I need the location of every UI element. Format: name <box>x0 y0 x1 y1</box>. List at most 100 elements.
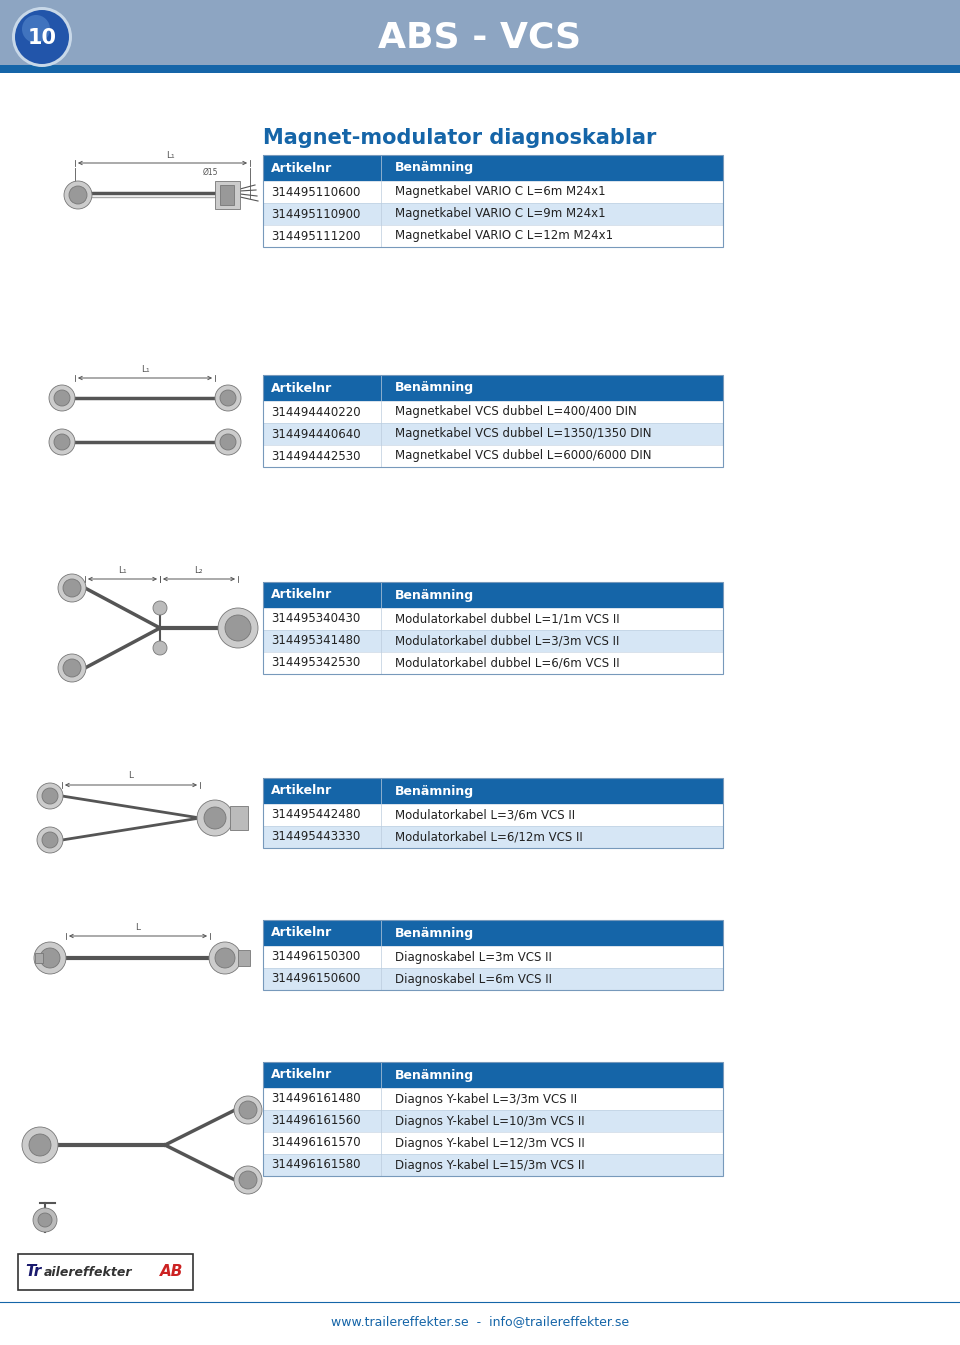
Circle shape <box>220 434 236 451</box>
Text: Magnet-modulator diagnoskablar: Magnet-modulator diagnoskablar <box>263 128 657 148</box>
Text: 314495442480: 314495442480 <box>271 808 361 822</box>
Bar <box>263 920 723 946</box>
Circle shape <box>58 574 86 603</box>
Text: Benämning: Benämning <box>395 927 474 940</box>
Text: Benämning: Benämning <box>395 161 474 175</box>
Bar <box>0 0 960 73</box>
Text: 314496161580: 314496161580 <box>271 1158 361 1171</box>
Circle shape <box>220 390 236 406</box>
Text: Magnetkabel VARIO C L=6m M24x1: Magnetkabel VARIO C L=6m M24x1 <box>395 186 606 199</box>
Text: Diagnos Y-kabel L=3/3m VCS II: Diagnos Y-kabel L=3/3m VCS II <box>395 1092 577 1106</box>
Circle shape <box>239 1102 257 1119</box>
Text: 314495340430: 314495340430 <box>271 612 360 625</box>
Circle shape <box>204 807 226 829</box>
Text: Artikelnr: Artikelnr <box>271 382 332 394</box>
Bar <box>238 950 250 966</box>
Text: Modulatorkabel dubbel L=1/1m VCS II: Modulatorkabel dubbel L=1/1m VCS II <box>395 612 619 625</box>
Circle shape <box>12 7 72 67</box>
Bar <box>263 946 723 968</box>
Text: 314496161480: 314496161480 <box>271 1092 361 1106</box>
Bar <box>263 1110 723 1132</box>
Circle shape <box>22 15 50 43</box>
Text: L₁: L₁ <box>141 364 150 374</box>
Text: L₁: L₁ <box>118 566 127 576</box>
Text: 314496161560: 314496161560 <box>271 1115 361 1127</box>
Text: Magnetkabel VARIO C L=12m M24x1: Magnetkabel VARIO C L=12m M24x1 <box>395 230 613 242</box>
Bar <box>263 1063 723 1088</box>
Text: 314495110600: 314495110600 <box>271 186 360 199</box>
Circle shape <box>54 390 70 406</box>
Text: Benämning: Benämning <box>395 382 474 394</box>
Text: 314495443330: 314495443330 <box>271 830 360 843</box>
Text: Magnetkabel VCS dubbel L=6000/6000 DIN: Magnetkabel VCS dubbel L=6000/6000 DIN <box>395 449 652 463</box>
Circle shape <box>234 1096 262 1124</box>
Bar <box>263 1088 723 1110</box>
Bar <box>263 1063 723 1176</box>
Text: 10: 10 <box>28 28 57 48</box>
Text: Magnetkabel VARIO C L=9m M24x1: Magnetkabel VARIO C L=9m M24x1 <box>395 207 606 221</box>
Text: Artikelnr: Artikelnr <box>271 784 332 798</box>
Circle shape <box>42 788 58 804</box>
Bar <box>35 954 43 963</box>
Circle shape <box>40 948 60 968</box>
Circle shape <box>64 182 92 208</box>
Text: Diagnos Y-kabel L=10/3m VCS II: Diagnos Y-kabel L=10/3m VCS II <box>395 1115 585 1127</box>
Text: Artikelnr: Artikelnr <box>271 161 332 175</box>
Circle shape <box>218 608 258 648</box>
Circle shape <box>22 1127 58 1163</box>
Circle shape <box>37 783 63 808</box>
Text: 314495110900: 314495110900 <box>271 207 360 221</box>
Bar <box>263 155 723 182</box>
Text: Modulatorkabel dubbel L=6/6m VCS II: Modulatorkabel dubbel L=6/6m VCS II <box>395 656 619 670</box>
Circle shape <box>69 186 87 204</box>
Bar <box>263 445 723 467</box>
Bar <box>0 65 960 73</box>
Text: Benämning: Benämning <box>395 784 474 798</box>
Text: 314495341480: 314495341480 <box>271 635 360 647</box>
Text: Modulatorkabel dubbel L=3/3m VCS II: Modulatorkabel dubbel L=3/3m VCS II <box>395 635 619 647</box>
Circle shape <box>58 654 86 682</box>
Bar <box>263 968 723 990</box>
Circle shape <box>153 601 167 615</box>
Circle shape <box>63 578 81 597</box>
Text: 314496150600: 314496150600 <box>271 972 360 986</box>
Circle shape <box>225 615 251 642</box>
Bar <box>263 582 723 674</box>
Circle shape <box>215 429 241 455</box>
Circle shape <box>54 434 70 451</box>
Bar <box>18 1254 193 1290</box>
Circle shape <box>38 1213 52 1227</box>
Circle shape <box>153 642 167 655</box>
Bar <box>263 826 723 847</box>
Bar <box>263 777 723 847</box>
Text: L₂: L₂ <box>194 566 203 576</box>
Bar <box>263 422 723 445</box>
Bar <box>263 375 723 401</box>
Bar <box>220 186 234 204</box>
Bar <box>263 777 723 804</box>
Circle shape <box>15 9 69 65</box>
Text: www.trailereffekter.se  -  info@trailereffekter.se: www.trailereffekter.se - info@trailereff… <box>331 1315 629 1329</box>
Bar <box>215 182 240 208</box>
Text: Artikelnr: Artikelnr <box>271 927 332 940</box>
Bar <box>230 806 248 830</box>
Circle shape <box>234 1166 262 1194</box>
Bar <box>263 920 723 990</box>
Bar <box>263 1132 723 1154</box>
Text: L: L <box>129 771 133 780</box>
Text: Magnetkabel VCS dubbel L=400/400 DIN: Magnetkabel VCS dubbel L=400/400 DIN <box>395 405 636 418</box>
Bar <box>263 608 723 629</box>
Text: 314495342530: 314495342530 <box>271 656 360 670</box>
Text: 314494442530: 314494442530 <box>271 449 361 463</box>
Circle shape <box>49 429 75 455</box>
Bar <box>263 582 723 608</box>
Bar <box>263 182 723 203</box>
Text: Benämning: Benämning <box>395 589 474 601</box>
Text: L₁: L₁ <box>166 151 175 160</box>
Text: Diagnoskabel L=3m VCS II: Diagnoskabel L=3m VCS II <box>395 951 552 963</box>
Bar <box>263 225 723 247</box>
Circle shape <box>34 941 66 974</box>
Text: 314494440220: 314494440220 <box>271 405 361 418</box>
Circle shape <box>33 1208 57 1232</box>
Text: 314494440640: 314494440640 <box>271 428 361 441</box>
